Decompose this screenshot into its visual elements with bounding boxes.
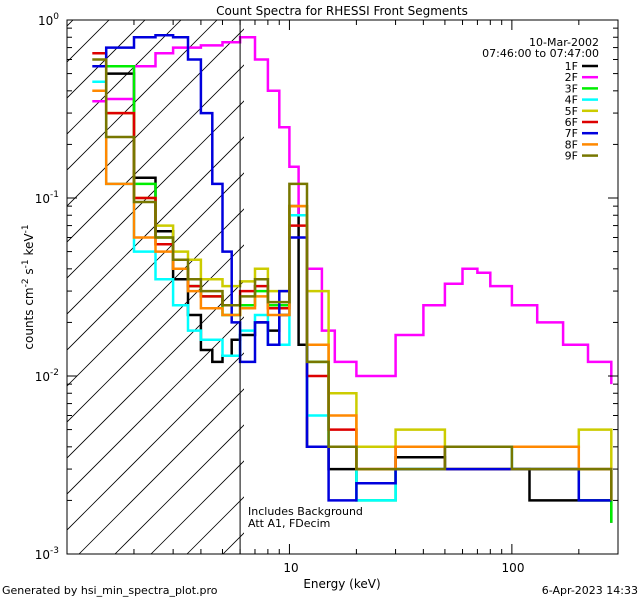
y-tick-labels: 100 10-1 10-2 10-3	[35, 12, 60, 562]
hatch-line	[67, 172, 244, 351]
series-line-3F	[106, 64, 613, 523]
legend-label-4F: 4F	[565, 94, 578, 107]
series-line-7F	[92, 34, 612, 502]
y-tick-label: 100	[38, 12, 59, 28]
hatch-line	[67, 20, 218, 171]
series-line-4F	[92, 80, 613, 502]
legend-label-3F: 3F	[565, 82, 578, 95]
hatch-line	[295, 0, 640, 554]
hatch-line	[67, 280, 244, 459]
legend-label-5F: 5F	[565, 105, 578, 118]
hatch-line	[67, 20, 146, 99]
hatched-region	[0, 0, 640, 554]
hatch-line	[78, 388, 244, 554]
series-line-9F	[92, 58, 613, 501]
series-line-2F	[92, 35, 613, 385]
hatch-line	[67, 244, 244, 423]
annotation-background: Includes Background	[248, 505, 363, 518]
y-tick-label: 10-3	[35, 546, 59, 562]
legend-label-1F: 1F	[565, 60, 578, 73]
series-line-6F	[92, 52, 613, 501]
hatch-line	[331, 0, 640, 554]
legend-label-6F: 6F	[565, 116, 578, 129]
date-label: 10-Mar-2002	[529, 36, 599, 49]
x-axis-label: Energy (keV)	[303, 577, 380, 591]
x-tick-label-10: 10	[283, 561, 298, 575]
hatch-line	[114, 424, 244, 554]
y-tick-label: 10-2	[35, 368, 59, 384]
axis-ticks	[66, 20, 619, 555]
x-tick-label-100: 100	[502, 561, 525, 575]
hatch-line	[259, 0, 640, 554]
annotation-attenuator: Att A1, FDecim	[248, 517, 330, 530]
legend-label-9F: 9F	[565, 150, 578, 163]
series-layer	[92, 34, 613, 523]
time-range-label: 07:46:00 to 07:47:00	[482, 47, 599, 60]
hatch-line	[67, 100, 244, 279]
legend-label-2F: 2F	[565, 71, 578, 84]
footer-generated-by: Generated by hsi_min_spectra_plot.pro	[2, 584, 218, 597]
hatch-line	[67, 20, 110, 63]
footer-timestamp: 6-Apr-2023 14:33	[542, 584, 638, 597]
chart-title: Count Spectra for RHESSI Front Segments	[216, 4, 468, 18]
hatch-line	[0, 0, 103, 554]
hatch-line	[67, 64, 244, 243]
series-line-5F	[106, 111, 613, 470]
plot-frame	[66, 19, 619, 555]
hatch-line	[67, 20, 182, 135]
series-line-1F	[106, 72, 613, 523]
legend-label-7F: 7F	[565, 127, 578, 140]
hatch-line	[67, 136, 244, 315]
y-axis-label: counts cm-2 s-1 keV-1	[21, 224, 36, 349]
hatch-line	[67, 316, 244, 495]
y-tick-label: 10-1	[35, 190, 59, 206]
hatch-line	[67, 352, 244, 531]
hatch-line	[67, 28, 244, 207]
series-line-8F	[92, 89, 613, 501]
legend-label-8F: 8F	[565, 138, 578, 151]
hatch-line	[67, 208, 244, 387]
